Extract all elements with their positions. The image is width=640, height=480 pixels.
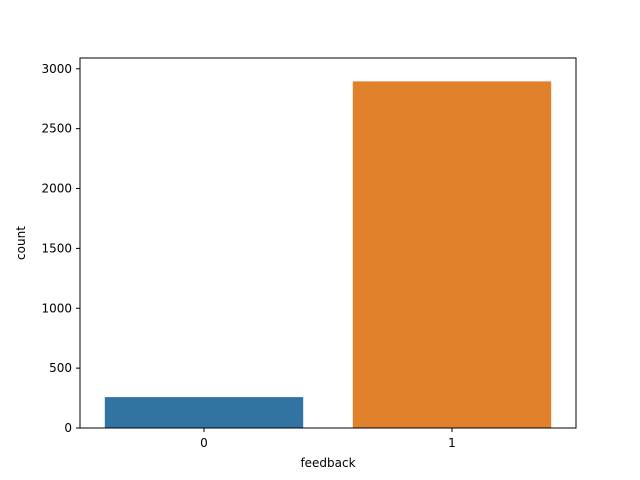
y-tick-label: 1000 xyxy=(41,301,72,315)
bar-0 xyxy=(104,397,304,428)
plot-area-frame xyxy=(79,57,577,429)
x-tick-label: 1 xyxy=(448,436,456,450)
y-axis-ticks: 0 500 1000 1500 2000 2500 3000 xyxy=(41,62,80,435)
y-axis-label: count xyxy=(14,226,28,260)
bars-group xyxy=(104,81,552,428)
y-tick-label: 0 xyxy=(64,421,72,435)
y-tick-label: 3000 xyxy=(41,62,72,76)
bar-1 xyxy=(352,81,552,428)
y-tick-label: 500 xyxy=(49,361,72,375)
x-tick-label: 0 xyxy=(200,436,208,450)
y-tick-label: 1500 xyxy=(41,241,72,255)
y-tick-label: 2500 xyxy=(41,122,72,136)
x-axis-label: feedback xyxy=(300,456,355,470)
y-tick-label: 2000 xyxy=(41,182,72,196)
